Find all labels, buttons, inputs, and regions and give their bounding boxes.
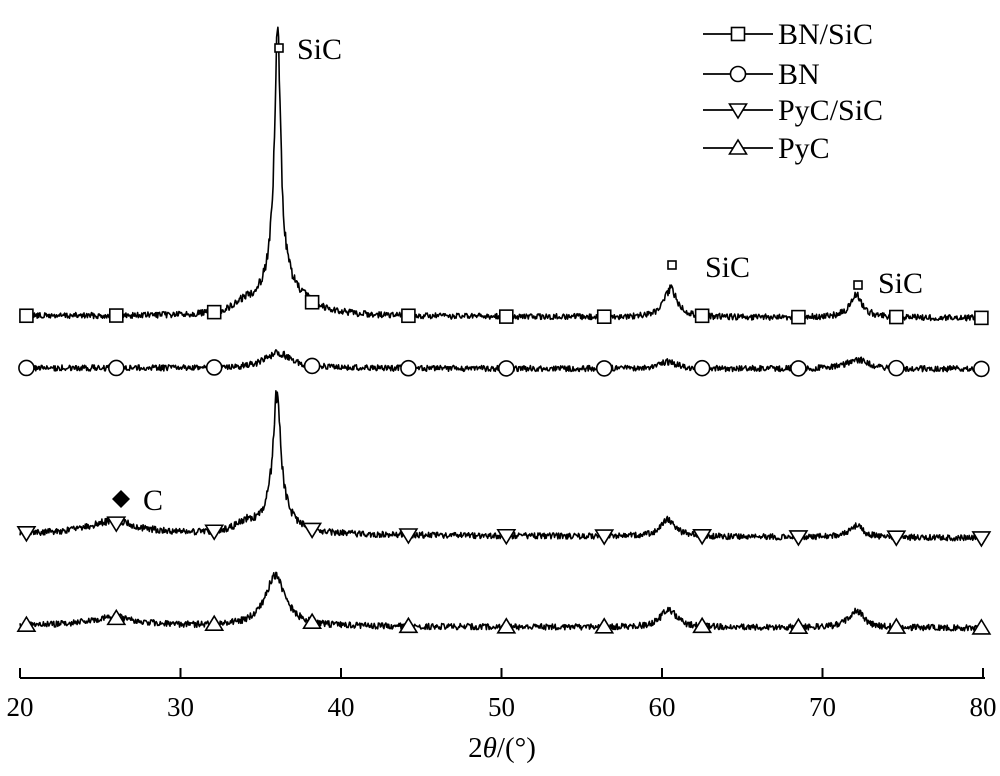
marker-pyc-sic-2 — [204, 524, 225, 541]
legend-label: BN/SiC — [778, 18, 873, 51]
marker-pyc-sic-8 — [788, 530, 809, 547]
marker-bn-4 — [400, 359, 417, 377]
marker-bn-sic-9 — [889, 309, 904, 325]
x-tick-label-20: 20 — [7, 692, 34, 722]
marker-pyc-sic-3 — [302, 522, 323, 539]
marker-pyc-sic-4 — [398, 528, 419, 545]
x-axis-title-prefix: 2 — [468, 732, 483, 764]
x-axis-title-theta: θ — [483, 732, 497, 764]
legend-marker-bn — [729, 65, 747, 83]
x-axis-title-suffix: /(°) — [497, 732, 536, 764]
marker-pyc-3 — [302, 612, 323, 629]
marker-bn-sic-3 — [304, 294, 320, 310]
x-tick-label-50: 50 — [488, 692, 515, 722]
curve-bn-sic — [19, 26, 984, 322]
annotation-sic-0: SiC — [274, 33, 342, 66]
marker-pyc-4 — [398, 616, 419, 634]
marker-pyc-5 — [496, 617, 517, 634]
legend-marker-pyc-sic — [728, 103, 748, 120]
marker-bn-7 — [693, 359, 711, 377]
marker-pyc-1 — [106, 608, 127, 626]
legend-marker-pyc — [728, 138, 748, 155]
marker-bn-sic-5 — [499, 309, 514, 324]
annotation-diamond-icon — [112, 490, 130, 508]
x-ticks: 20 30 40 50 60 70 80 — [7, 668, 997, 722]
legend-label: PyC — [778, 132, 830, 165]
marker-bn-sic-1 — [109, 308, 124, 323]
marker-pyc-0 — [16, 615, 37, 632]
marker-pyc-7 — [692, 616, 713, 634]
legend-label: PyC/SiC — [778, 94, 883, 127]
x-tick-label-70: 70 — [809, 692, 836, 722]
marker-pyc-sic-5 — [496, 528, 517, 546]
marker-bn-sic-7 — [694, 308, 710, 324]
legend-item-pyc: PyC — [703, 132, 830, 165]
marker-bn-sic-10 — [974, 310, 989, 326]
marker-pyc-sic-10 — [971, 531, 992, 548]
marker-pyc-10 — [971, 618, 992, 635]
x-tick-label-40: 40 — [328, 692, 355, 722]
annotation-square-icon — [853, 280, 863, 290]
curve-pyc-sic — [19, 390, 984, 542]
peak-annotations: SiC SiC SiC C — [112, 33, 923, 517]
marker-bn-2 — [205, 359, 223, 376]
marker-bn-3 — [303, 357, 321, 375]
annotation-label: C — [143, 484, 163, 517]
marker-pyc-6 — [594, 617, 615, 634]
marker-pyc-sic-7 — [692, 529, 713, 546]
legend-marker-bn-sic — [730, 26, 746, 42]
marker-pyc-8 — [788, 617, 809, 634]
marker-bn-sic-8 — [791, 309, 806, 325]
annotation-label: SiC — [297, 33, 342, 66]
x-tick-label-30: 30 — [167, 692, 194, 722]
x-axis: 20 30 40 50 60 70 80 — [7, 668, 997, 722]
marker-bn-sic-6 — [596, 309, 612, 324]
annotation-sic-2: SiC — [853, 267, 923, 300]
marker-pyc-sic-0 — [16, 525, 37, 543]
marker-bn-1 — [108, 359, 125, 377]
marker-pyc-sic-9 — [886, 530, 907, 547]
marker-bn-sic-0 — [19, 308, 34, 324]
legend-item-bn-sic: BN/SiC — [703, 18, 873, 51]
curve-pyc — [19, 571, 984, 632]
annotation-square-icon — [667, 260, 677, 270]
marker-bn-9 — [888, 359, 905, 377]
marker-bn-sic-4 — [401, 308, 416, 324]
marker-pyc-9 — [886, 617, 907, 634]
marker-bn-5 — [498, 360, 515, 377]
annotation-label: SiC — [878, 267, 923, 300]
legend-label: BN — [778, 58, 820, 91]
marker-pyc-2 — [204, 614, 225, 631]
legend-item-bn: BN — [703, 58, 820, 91]
marker-pyc-sic-1 — [106, 516, 127, 533]
marker-bn-sic-2 — [206, 304, 222, 320]
annotation-c-3: C — [112, 484, 163, 517]
marker-bn-10 — [973, 360, 990, 378]
marker-bn-6 — [595, 360, 613, 377]
x-axis-title: 2θ/(°) — [468, 732, 536, 764]
marker-bn-8 — [790, 360, 807, 377]
marker-bn-0 — [18, 359, 35, 377]
legend-item-pyc-sic: PyC/SiC — [703, 94, 883, 127]
marker-pyc-sic-6 — [594, 529, 615, 546]
series-markers — [16, 294, 992, 635]
x-tick-label-60: 60 — [649, 692, 676, 722]
annotation-square-icon — [274, 43, 284, 53]
annotation-label: SiC — [705, 251, 750, 284]
x-tick-label-80: 80 — [970, 692, 997, 722]
annotation-sic-1: SiC — [667, 251, 750, 284]
